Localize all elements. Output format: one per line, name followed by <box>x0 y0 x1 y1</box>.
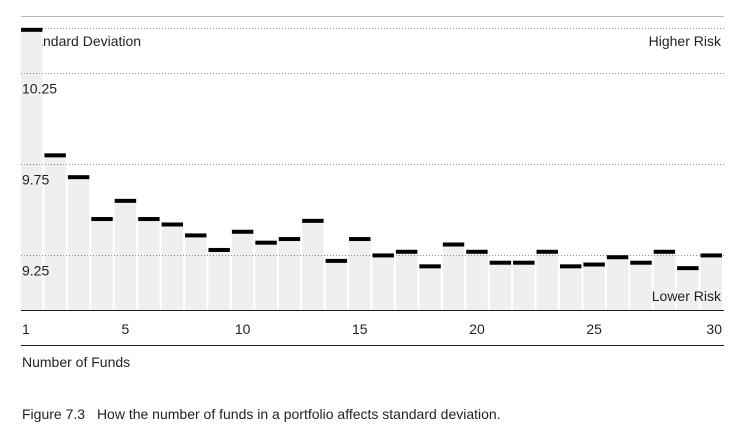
marker-6 <box>138 217 160 222</box>
bar-3 <box>67 177 90 310</box>
bar-7 <box>161 224 184 310</box>
bar-12 <box>278 239 301 310</box>
bar-21 <box>489 262 512 310</box>
marker-5 <box>114 198 137 203</box>
marker-17 <box>395 249 418 254</box>
bar-29 <box>677 268 699 310</box>
marker-22 <box>513 260 535 265</box>
figure-caption-text: How the number of funds in a portfolio a… <box>96 406 501 422</box>
x-axis-title: Number of Funds <box>22 354 131 370</box>
marker-21 <box>489 260 512 265</box>
marker-11 <box>255 240 277 245</box>
marker-7 <box>161 222 184 227</box>
bar-30 <box>700 255 722 310</box>
bar-27 <box>630 262 652 310</box>
x-tick-label-15: 15 <box>352 321 368 337</box>
bar-5 <box>114 200 137 310</box>
bar-17 <box>395 251 418 310</box>
bar-11 <box>255 242 277 310</box>
marker-10 <box>231 229 254 234</box>
figure-caption: Figure 7.3 How the number of funds in a … <box>22 406 501 422</box>
bar-13 <box>302 220 324 310</box>
marker-8 <box>185 233 207 238</box>
marker-9 <box>208 247 230 252</box>
y-tick-label-9.75: 9.75 <box>22 171 49 187</box>
x-tick-label-20: 20 <box>469 321 485 337</box>
bar-16 <box>372 255 394 310</box>
bar-15 <box>349 239 371 310</box>
bar-23 <box>536 251 558 310</box>
bar-4 <box>91 219 113 310</box>
bar-26 <box>606 257 629 310</box>
marker-15 <box>349 237 371 242</box>
bar-20 <box>466 251 488 310</box>
marker-26 <box>606 255 629 260</box>
marker-20 <box>466 249 488 254</box>
marker-23 <box>536 249 558 254</box>
bar-10 <box>231 231 254 310</box>
marker-2 <box>44 153 66 158</box>
marker-28 <box>653 249 676 254</box>
marker-27 <box>630 260 652 265</box>
bar-24 <box>559 266 582 310</box>
marker-1 <box>21 27 43 32</box>
x-tick-label-10: 10 <box>235 321 251 337</box>
bar-9 <box>208 249 230 310</box>
marker-13 <box>302 218 324 223</box>
bar-6 <box>138 219 160 310</box>
x-tick-label-1: 1 <box>22 321 30 337</box>
y-axis-title: Standard Deviation <box>22 33 142 49</box>
higher-risk-annotation: Higher Risk <box>648 33 721 49</box>
marker-12 <box>278 237 301 242</box>
bar-2 <box>44 155 66 310</box>
x-tick-label-25: 25 <box>586 321 602 337</box>
x-tick-label-5: 5 <box>122 321 130 337</box>
bar-28 <box>653 251 676 310</box>
marker-16 <box>372 253 394 258</box>
x-tick-label-30: 30 <box>706 321 722 337</box>
marker-24 <box>559 264 582 269</box>
marker-18 <box>419 264 441 269</box>
marker-3 <box>67 175 90 180</box>
marker-30 <box>700 253 722 258</box>
y-tick-label-10.25: 10.25 <box>22 80 57 96</box>
bar-8 <box>185 235 207 310</box>
top-rule <box>21 16 724 17</box>
marker-4 <box>91 217 113 222</box>
figure-number: Figure 7.3 <box>22 406 86 422</box>
bar-18 <box>419 266 441 310</box>
marker-19 <box>442 242 465 247</box>
y-tick-label-9.25: 9.25 <box>22 262 49 278</box>
bar-1 <box>21 29 43 310</box>
bar-19 <box>442 244 465 310</box>
bar-25 <box>583 264 605 310</box>
bar-14 <box>325 260 348 310</box>
lower-risk-annotation: Lower Risk <box>651 288 721 304</box>
bar-22 <box>513 262 535 310</box>
marker-25 <box>583 262 605 267</box>
marker-29 <box>677 266 699 271</box>
marker-14 <box>325 258 348 263</box>
